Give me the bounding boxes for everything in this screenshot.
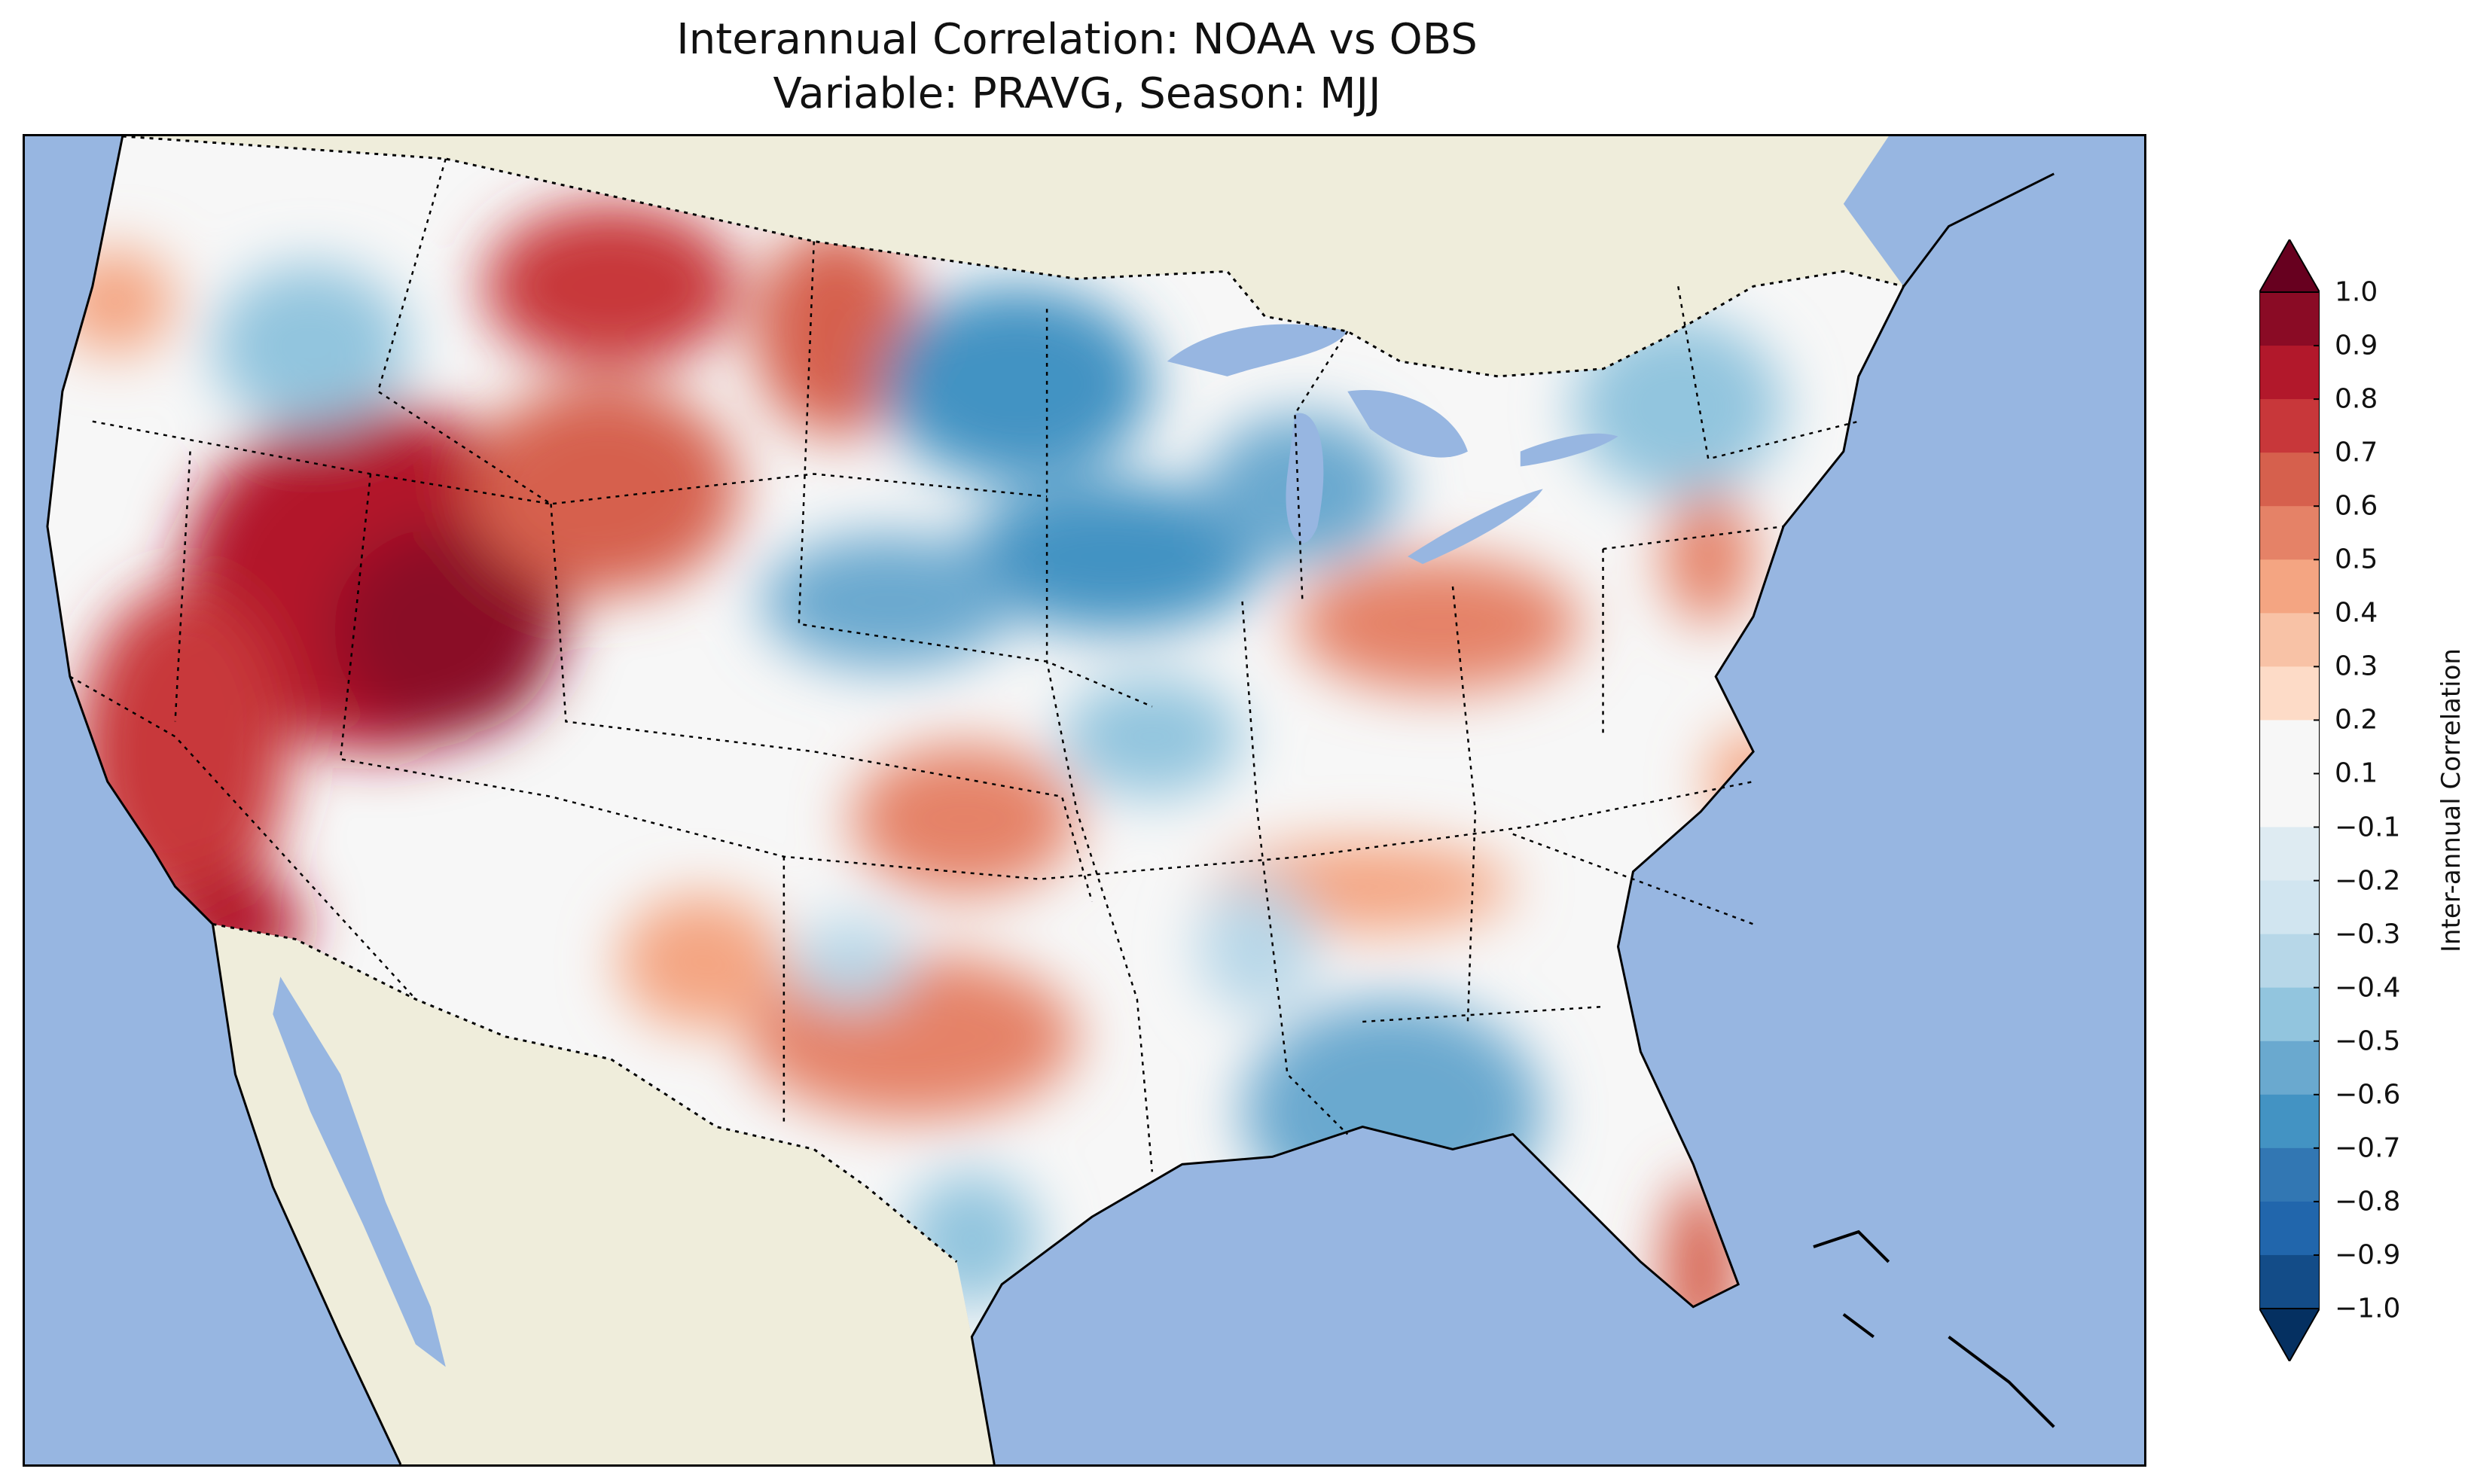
colorbar-block — [2259, 880, 2320, 935]
map-panel — [23, 134, 2146, 1467]
colorbar-block — [2259, 987, 2320, 1042]
field-region-ohio-valley — [1295, 556, 1581, 692]
field-region-montana — [483, 203, 739, 369]
colorbar-block — [2259, 559, 2320, 614]
colorbar-tick-label: 0.8 — [2335, 383, 2378, 415]
map-boundaries — [46, 136, 2055, 1464]
colorbar-block — [2259, 1201, 2320, 1256]
field-region-mississippi — [1197, 879, 1318, 1015]
colorbar-block — [2259, 1147, 2320, 1202]
colorbar-tick-label: −0.3 — [2335, 919, 2401, 950]
colorbar-tick-label: 0.3 — [2335, 651, 2378, 682]
colorbar-tick-label: 0.2 — [2335, 704, 2378, 736]
colorbar-tick-label: −0.1 — [2335, 812, 2401, 843]
colorbar-block — [2259, 1254, 2320, 1309]
colorbar-block — [2259, 613, 2320, 667]
colorbar-tick-label: −0.8 — [2335, 1186, 2401, 1217]
field-region-missouri — [1062, 676, 1243, 797]
colorbar-tick-label: −0.4 — [2335, 972, 2401, 1004]
colorbar-outline — [2259, 291, 2320, 1309]
colorbar-tick-label: 0.6 — [2335, 490, 2378, 522]
lake-erie — [1408, 489, 1543, 565]
colorbar-block — [2259, 399, 2320, 453]
colorbar-tick-label: 1.0 — [2335, 276, 2378, 308]
field-region-north-dakota — [753, 226, 920, 437]
colorbar-tick-label: −0.5 — [2335, 1025, 2401, 1057]
colorbar-block — [2259, 773, 2320, 828]
colorbar-block — [2259, 666, 2320, 721]
figure-title-line-1: Interannual Correlation: NOAA vs OBS — [676, 15, 1478, 64]
colorbar-tick-label: −0.6 — [2335, 1079, 2401, 1111]
caribbean-islands — [1813, 1230, 2055, 1428]
field-region-iowa — [964, 481, 1265, 632]
field-region-idaho — [212, 264, 408, 429]
lake-huron — [1347, 389, 1468, 458]
field-region-wyoming — [468, 383, 739, 594]
colorbar-tick-label: −0.2 — [2335, 865, 2401, 897]
mexico-land — [212, 924, 995, 1464]
colorbar-block — [2259, 1041, 2320, 1095]
colorbar-tick-label: 0.4 — [2335, 597, 2378, 629]
field-region-texas — [746, 954, 1078, 1120]
field-region-minnesota — [881, 286, 1152, 482]
colorbar-block — [2259, 506, 2320, 560]
gulf-of-california — [273, 977, 446, 1367]
colorbar-tick-label: 0.5 — [2335, 544, 2378, 575]
colorbar-block — [2259, 1094, 2320, 1149]
colorbar-block — [2259, 346, 2320, 400]
mexico-border — [212, 922, 958, 1263]
colorbar-tick-label: −1.0 — [2335, 1293, 2401, 1324]
field-region-panhandle — [791, 916, 912, 1007]
colorbar — [2259, 239, 2320, 1361]
canada-border — [122, 136, 1905, 378]
lake-ontario — [1520, 433, 1618, 467]
atlantic-gulf-coastline — [970, 172, 2055, 1464]
figure-title-line-2: Variable: PRAVG, Season: MJJ — [773, 69, 1381, 118]
canada-land — [122, 136, 1904, 376]
field-region-kansas-oklahoma — [851, 744, 1078, 894]
field-region-new-jersey — [1663, 489, 1754, 624]
colorbar-tick-label: −0.9 — [2335, 1239, 2401, 1271]
field-region-nebraska — [761, 534, 1017, 669]
pacific-coastline — [46, 136, 402, 1464]
colorbar-tick-label: 0.9 — [2335, 330, 2378, 361]
map-canvas — [25, 136, 2144, 1464]
colorbar-block — [2259, 934, 2320, 989]
colorbar-label: Inter-annual Correlation — [2436, 648, 2466, 952]
colorbar-extend-bottom — [2259, 1308, 2320, 1361]
state-borders — [69, 158, 1859, 1172]
colorbar-block — [2259, 827, 2320, 882]
colorbar-tick-label: −0.7 — [2335, 1132, 2401, 1164]
lake-superior — [1167, 324, 1348, 376]
colorbar-blocks — [2259, 292, 2320, 1309]
field-region-new-mexico — [618, 894, 784, 1029]
field-region-new-england — [1573, 316, 1784, 497]
colorbar-tick-label: 0.1 — [2335, 757, 2378, 789]
field-region-utah-core — [333, 526, 559, 737]
colorbar-extend-top — [2259, 239, 2320, 293]
colorbar-tick-label: 0.7 — [2335, 437, 2378, 468]
colorbar-block — [2259, 292, 2320, 346]
colorbar-block — [2259, 453, 2320, 507]
colorbar-block — [2259, 720, 2320, 774]
